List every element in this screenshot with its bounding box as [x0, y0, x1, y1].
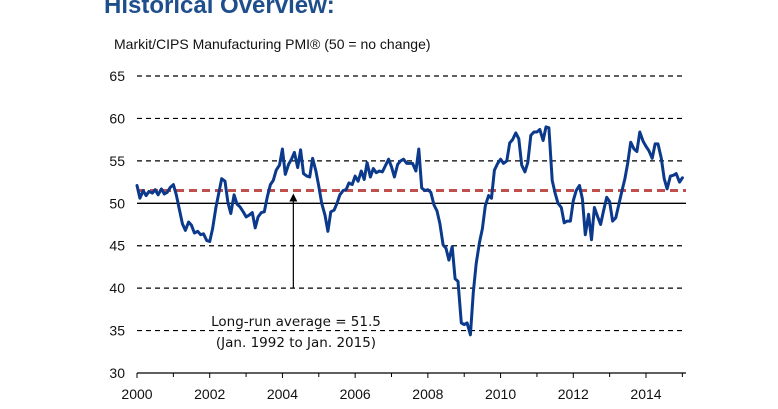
x-tick-label: 2000 — [121, 386, 152, 402]
y-tick-label: 45 — [109, 238, 125, 254]
pmi-series-line — [135, 125, 684, 337]
annotation-text-line1: Long-run average = 51.5 — [211, 314, 381, 330]
annotation-text-line2: (Jan. 1992 to Jan. 2015) — [216, 335, 376, 351]
gridlines — [137, 75, 686, 332]
x-tick-label: 2008 — [412, 386, 443, 402]
x-tick-label: 2010 — [485, 386, 516, 402]
y-tick-label: 55 — [109, 153, 125, 169]
y-tick-label: 35 — [109, 323, 125, 339]
series-layer — [135, 125, 684, 337]
x-tick-label: 2004 — [267, 386, 298, 402]
chart-subtitle: Markit/CIPS Manufacturing PMI® (50 = no … — [114, 36, 431, 52]
x-tick-label: 2012 — [558, 386, 589, 402]
y-tick-label: 40 — [109, 280, 125, 296]
x-tick-label: 2006 — [340, 386, 371, 402]
annotation-arrow-head — [289, 193, 298, 202]
chart-title: Historical Overview: — [104, 0, 335, 19]
y-tick-label: 65 — [109, 68, 125, 84]
y-tick-label: 50 — [109, 195, 125, 211]
annotation: Long-run average = 51.5 (Jan. 1992 to Ja… — [211, 193, 381, 351]
y-tick-label: 30 — [109, 365, 125, 381]
x-tick-label: 2002 — [194, 386, 225, 402]
axes: 30 35 40 45 50 55 60 65 2000 2002 2004 2006 2008 2010… — [109, 68, 686, 402]
y-tick-label: 60 — [109, 110, 125, 126]
x-tick-label: 2014 — [630, 386, 661, 402]
